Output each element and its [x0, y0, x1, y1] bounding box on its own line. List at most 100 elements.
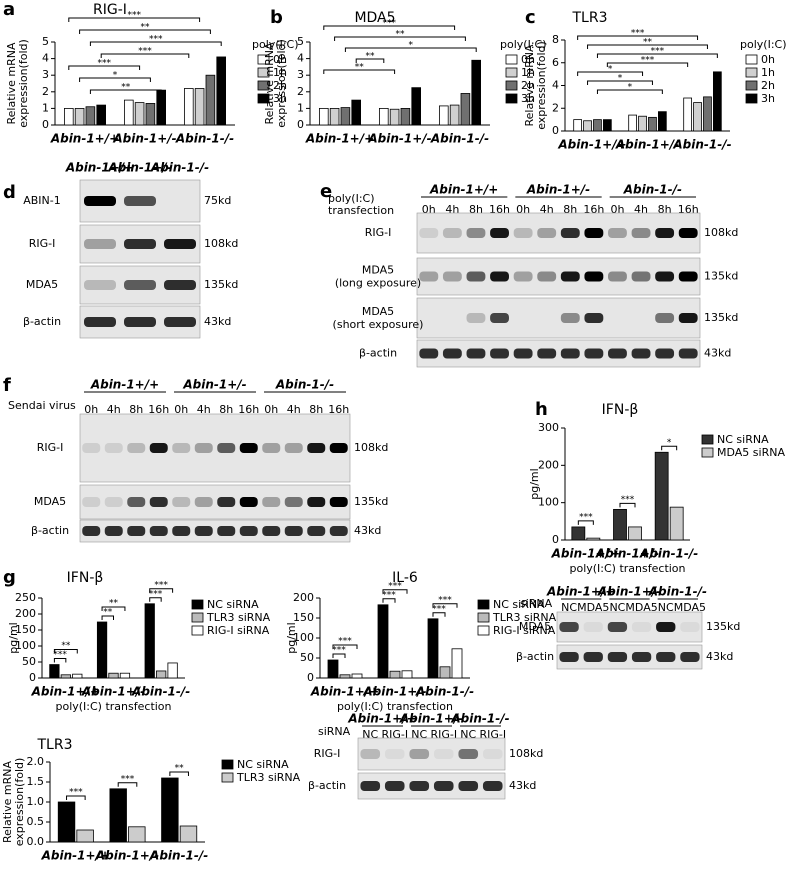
- blot-membrane: [416, 257, 701, 296]
- genotype-label: Abin-1+/+: [347, 712, 416, 726]
- lane-label: NC: [658, 601, 674, 614]
- y-tick-label: 0: [42, 118, 49, 131]
- significance-label: ***: [432, 604, 446, 614]
- chart-title: IFN-β: [602, 402, 639, 418]
- blot-band: [124, 196, 156, 206]
- y-axis-label: Relative mRNA: [523, 44, 536, 126]
- legend-label: 3h: [521, 92, 535, 105]
- legend-label: NC siRNA: [717, 433, 769, 446]
- row-note: (long exposure): [335, 277, 421, 290]
- blot-band: [433, 749, 454, 759]
- blot-band: [655, 228, 675, 238]
- significance-bracket: [382, 589, 408, 594]
- y-tick-label: 2: [552, 101, 559, 114]
- y-tick-label: 1.0: [27, 795, 45, 808]
- significance-label: **: [61, 641, 71, 651]
- significance-bracket: [149, 588, 174, 593]
- legend-swatch: [745, 93, 758, 104]
- blot-band: [655, 271, 675, 282]
- blot-band: [262, 497, 281, 507]
- blot-band: [608, 271, 627, 282]
- blot-band: [360, 781, 381, 791]
- bar: [389, 670, 401, 679]
- blot-band: [124, 239, 156, 249]
- significance-label: *: [113, 71, 118, 81]
- legend-label: 1h: [761, 66, 775, 79]
- significance-bracket: [53, 658, 67, 663]
- bar: [318, 108, 329, 126]
- significance-bracket: [332, 644, 358, 649]
- legend-swatch: [745, 80, 758, 91]
- significance-label: ***: [621, 495, 635, 505]
- genotype-label: Abin-1+/+: [429, 183, 498, 197]
- significance-label: **: [643, 38, 653, 48]
- condition-label: siRNA: [318, 725, 351, 738]
- legend-label: TLR3 siRNA: [492, 611, 557, 624]
- significance-label: **: [366, 52, 376, 62]
- category-label: Abin-1+/+: [310, 685, 379, 699]
- blot-band: [442, 348, 462, 359]
- significance-label: **: [396, 30, 406, 40]
- panel-letter: d: [3, 182, 16, 203]
- bar: [628, 526, 642, 541]
- blot-membrane: [556, 644, 703, 670]
- y-tick-label: 5: [42, 35, 49, 48]
- significance-label: ***: [97, 59, 111, 69]
- category-label: Abin-1+/-: [367, 132, 431, 146]
- bar: [411, 87, 421, 126]
- blot-membrane: [79, 484, 351, 520]
- y-tick-label: 2: [42, 85, 49, 98]
- row-label: MDA5: [34, 495, 66, 508]
- category-label: Abin-1+/-: [615, 138, 679, 152]
- genotype-label: Abin-1+/+: [90, 378, 159, 392]
- blot-band: [678, 348, 698, 359]
- panel-letter: h: [535, 399, 548, 420]
- blot-band: [560, 313, 580, 323]
- genotype-label: Abin-1+/-: [597, 585, 661, 599]
- row-label: MDA5: [362, 264, 394, 277]
- category-label: Abin-1-/-: [131, 685, 190, 699]
- lane-label: 16h: [328, 403, 349, 416]
- lane-label: MDA5: [625, 601, 657, 614]
- blot-band: [442, 228, 462, 238]
- blot-band: [631, 271, 651, 282]
- bar: [96, 621, 108, 679]
- y-tick-label: 0: [29, 671, 36, 684]
- category-label: Abin-1-/-: [639, 547, 698, 561]
- significance-label: **: [103, 608, 113, 618]
- y-tick-label: 0.0: [27, 835, 45, 848]
- blot-band: [513, 348, 533, 359]
- blot-band: [583, 652, 603, 662]
- significance-label: ***: [149, 589, 163, 599]
- legend-swatch: [701, 434, 714, 445]
- bar: [427, 618, 439, 679]
- bar: [638, 115, 647, 132]
- genotype-label: Abin-1-/-: [623, 183, 682, 197]
- legend-swatch: [221, 759, 234, 770]
- significance-bracket: [100, 53, 190, 58]
- lane-label: 4h: [197, 403, 211, 416]
- row-label: β-actin: [31, 524, 69, 537]
- bar: [603, 119, 612, 132]
- blot-band: [678, 228, 698, 238]
- blot-band: [127, 497, 146, 507]
- row-label: RIG-I: [314, 747, 341, 760]
- bar: [351, 99, 361, 126]
- y-tick-label: 1: [42, 101, 49, 114]
- legend-label: TLR3 siRNA: [236, 771, 301, 784]
- blot-band: [607, 622, 628, 632]
- blot-band: [560, 348, 580, 359]
- category-label: Abin-1+/-: [112, 132, 176, 146]
- bar: [438, 105, 449, 126]
- row-label: β-actin: [359, 347, 397, 360]
- row-label: RIG-I: [37, 441, 64, 454]
- y-tick-label: 6: [552, 56, 559, 69]
- significance-bracket: [344, 47, 477, 52]
- legend-swatch: [257, 54, 270, 65]
- genotype-label: Abin-1+/-: [399, 712, 463, 726]
- bar: [389, 108, 400, 126]
- condition-label: siRNA: [520, 597, 553, 610]
- y-tick-label: 250: [15, 591, 36, 604]
- lane-label: MDA5: [577, 601, 609, 614]
